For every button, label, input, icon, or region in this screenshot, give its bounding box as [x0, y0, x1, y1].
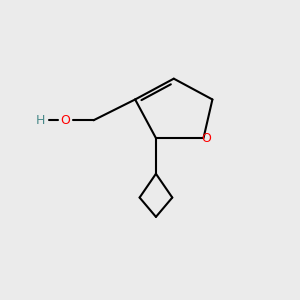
Text: O: O	[201, 132, 211, 145]
Text: O: O	[60, 114, 70, 127]
Text: H: H	[36, 114, 46, 127]
